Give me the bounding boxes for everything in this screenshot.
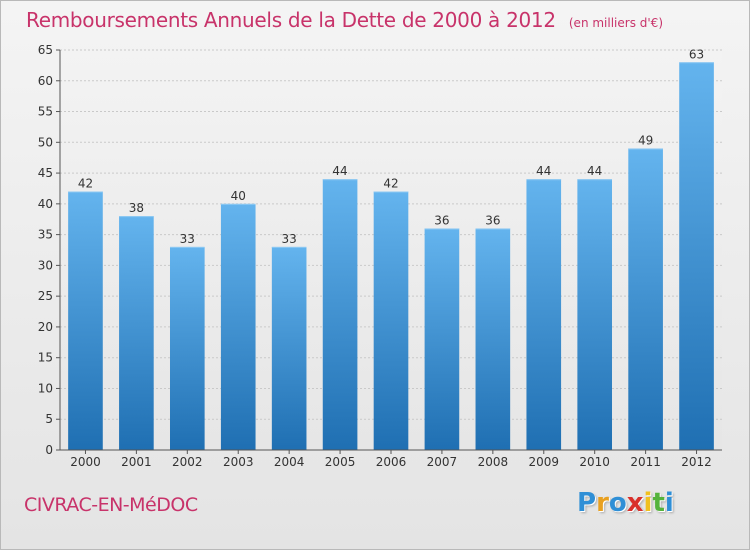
bar <box>119 216 154 450</box>
y-tick-label: 50 <box>38 135 53 149</box>
x-tick-label: 2006 <box>376 455 407 469</box>
logo-letter: i <box>664 488 674 518</box>
y-tick-label: 40 <box>38 197 53 211</box>
x-tick-label: 2003 <box>223 455 254 469</box>
x-tick-label: 2007 <box>427 455 458 469</box>
bar <box>424 228 460 450</box>
bar-value-label: 33 <box>180 232 195 246</box>
bar-value-label: 44 <box>536 164 551 178</box>
proxiti-logo: Proxiti <box>577 488 674 518</box>
bar-value-label: 63 <box>689 47 704 61</box>
y-tick-label: 60 <box>38 74 53 88</box>
y-tick-label: 65 <box>38 43 53 57</box>
bar-value-label: 44 <box>587 164 602 178</box>
bar-value-label: 36 <box>434 213 449 227</box>
logo-letter: t <box>652 488 665 518</box>
bars <box>68 62 714 451</box>
x-tick-label: 2011 <box>630 455 661 469</box>
y-tick-label: 25 <box>38 289 53 303</box>
bar <box>577 179 613 450</box>
y-tick-label: 10 <box>38 381 53 395</box>
bar <box>679 62 714 451</box>
chart-title-text: Remboursements Annuels de la Dette de 20… <box>26 8 556 32</box>
bar-value-label: 44 <box>332 164 347 178</box>
y-axis: 0 5 10 15 20 25 30 35 40 45 50 55 60 65 <box>38 43 61 457</box>
x-tick-label: 2002 <box>172 455 203 469</box>
bar <box>475 228 511 450</box>
bar-value-label: 42 <box>383 177 398 191</box>
bar-value-label: 33 <box>282 232 297 246</box>
bar-value-label: 42 <box>78 177 93 191</box>
chart-unit: (en milliers d'€) <box>568 16 663 30</box>
bar <box>271 246 307 450</box>
y-tick-label: 5 <box>45 412 53 426</box>
place-name: CIVRAC-EN-MéDOC <box>24 494 198 516</box>
y-tick-label: 15 <box>38 351 53 365</box>
x-tick-label: 2001 <box>121 455 152 469</box>
bar <box>322 179 358 450</box>
x-tick-label: 2008 <box>478 455 509 469</box>
bar-value-label: 36 <box>485 213 500 227</box>
y-tick-label: 20 <box>38 320 53 334</box>
y-tick-label: 45 <box>38 166 53 180</box>
x-tick-label: 2000 <box>70 455 101 469</box>
y-tick-label: 35 <box>38 228 53 242</box>
logo-letter: x <box>626 488 644 518</box>
logo-letter: i <box>643 488 653 518</box>
bar <box>68 191 103 451</box>
data-labels: 42 38 33 40 33 44 42 36 36 44 44 49 63 <box>78 47 704 246</box>
logo-letter: o <box>608 488 627 518</box>
y-tick-label: 0 <box>45 443 53 457</box>
x-tick-label: 2004 <box>274 455 305 469</box>
bar-value-label: 49 <box>638 133 653 147</box>
x-tick-label: 2010 <box>579 455 610 469</box>
bar <box>220 203 256 450</box>
x-tick-label: 2009 <box>528 455 559 469</box>
bar <box>373 191 409 451</box>
bar <box>526 179 562 450</box>
bar <box>169 246 205 450</box>
x-axis: 2000 2001 2002 2003 2004 2005 2006 2007 2008 2009… <box>60 449 722 469</box>
bar-value-label: 38 <box>129 201 144 215</box>
logo-letter: r <box>596 488 609 518</box>
bar <box>628 148 663 450</box>
y-tick-label: 55 <box>38 105 53 119</box>
logo-letter: P <box>577 488 597 518</box>
bar-value-label: 40 <box>231 189 246 203</box>
x-tick-label: 2012 <box>681 455 712 469</box>
chart-title: Remboursements Annuels de la Dette de 20… <box>26 8 663 32</box>
x-tick-label: 2005 <box>325 455 356 469</box>
y-tick-label: 30 <box>38 258 53 272</box>
